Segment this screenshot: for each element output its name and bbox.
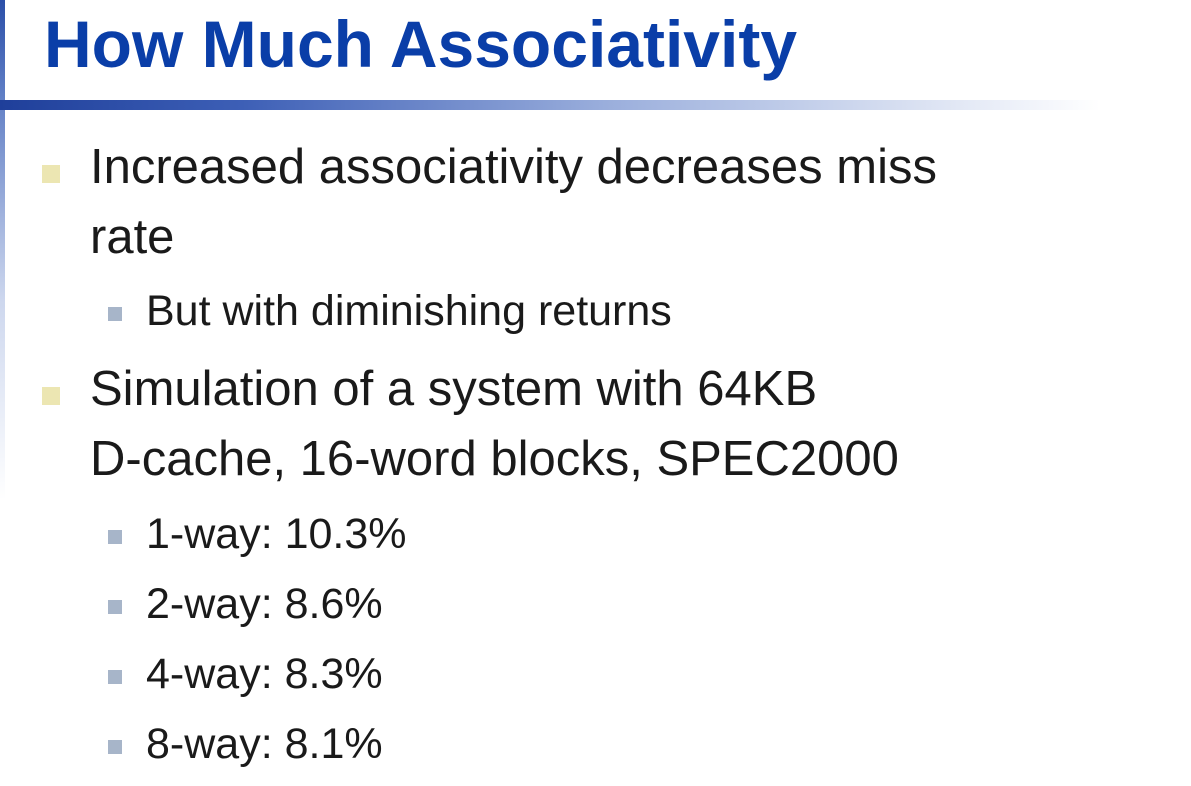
sub-bullet-text: 2-way: 8.6% <box>146 580 383 628</box>
bullet-square-icon <box>42 387 60 405</box>
sub-bullet-text: 8-way: 8.1% <box>146 720 383 768</box>
bullet-text-line: Simulation of a system with 64KB <box>90 362 818 416</box>
sub-bullet-text: 1-way: 10.3% <box>146 510 407 558</box>
sub-bullet-square-icon <box>108 670 122 684</box>
sub-bullet-square-icon <box>108 530 122 544</box>
bullet-text-line: rate <box>90 210 175 264</box>
bullet-square-icon <box>42 165 60 183</box>
sub-bullet-square-icon <box>108 307 122 321</box>
sub-bullet-text: But with diminishing returns <box>146 287 672 335</box>
sub-bullet-square-icon <box>108 600 122 614</box>
bullet-text-line: D-cache, 16-word blocks, SPEC2000 <box>90 432 899 486</box>
sub-bullet-square-icon <box>108 740 122 754</box>
sub-bullet-text: 4-way: 8.3% <box>146 650 383 698</box>
bullet-text-line: Increased associativity decreases miss <box>90 140 937 194</box>
left-accent-rule <box>0 0 5 500</box>
title-underline-rule <box>0 100 1100 110</box>
slide-title: How Much Associativity <box>44 7 798 81</box>
